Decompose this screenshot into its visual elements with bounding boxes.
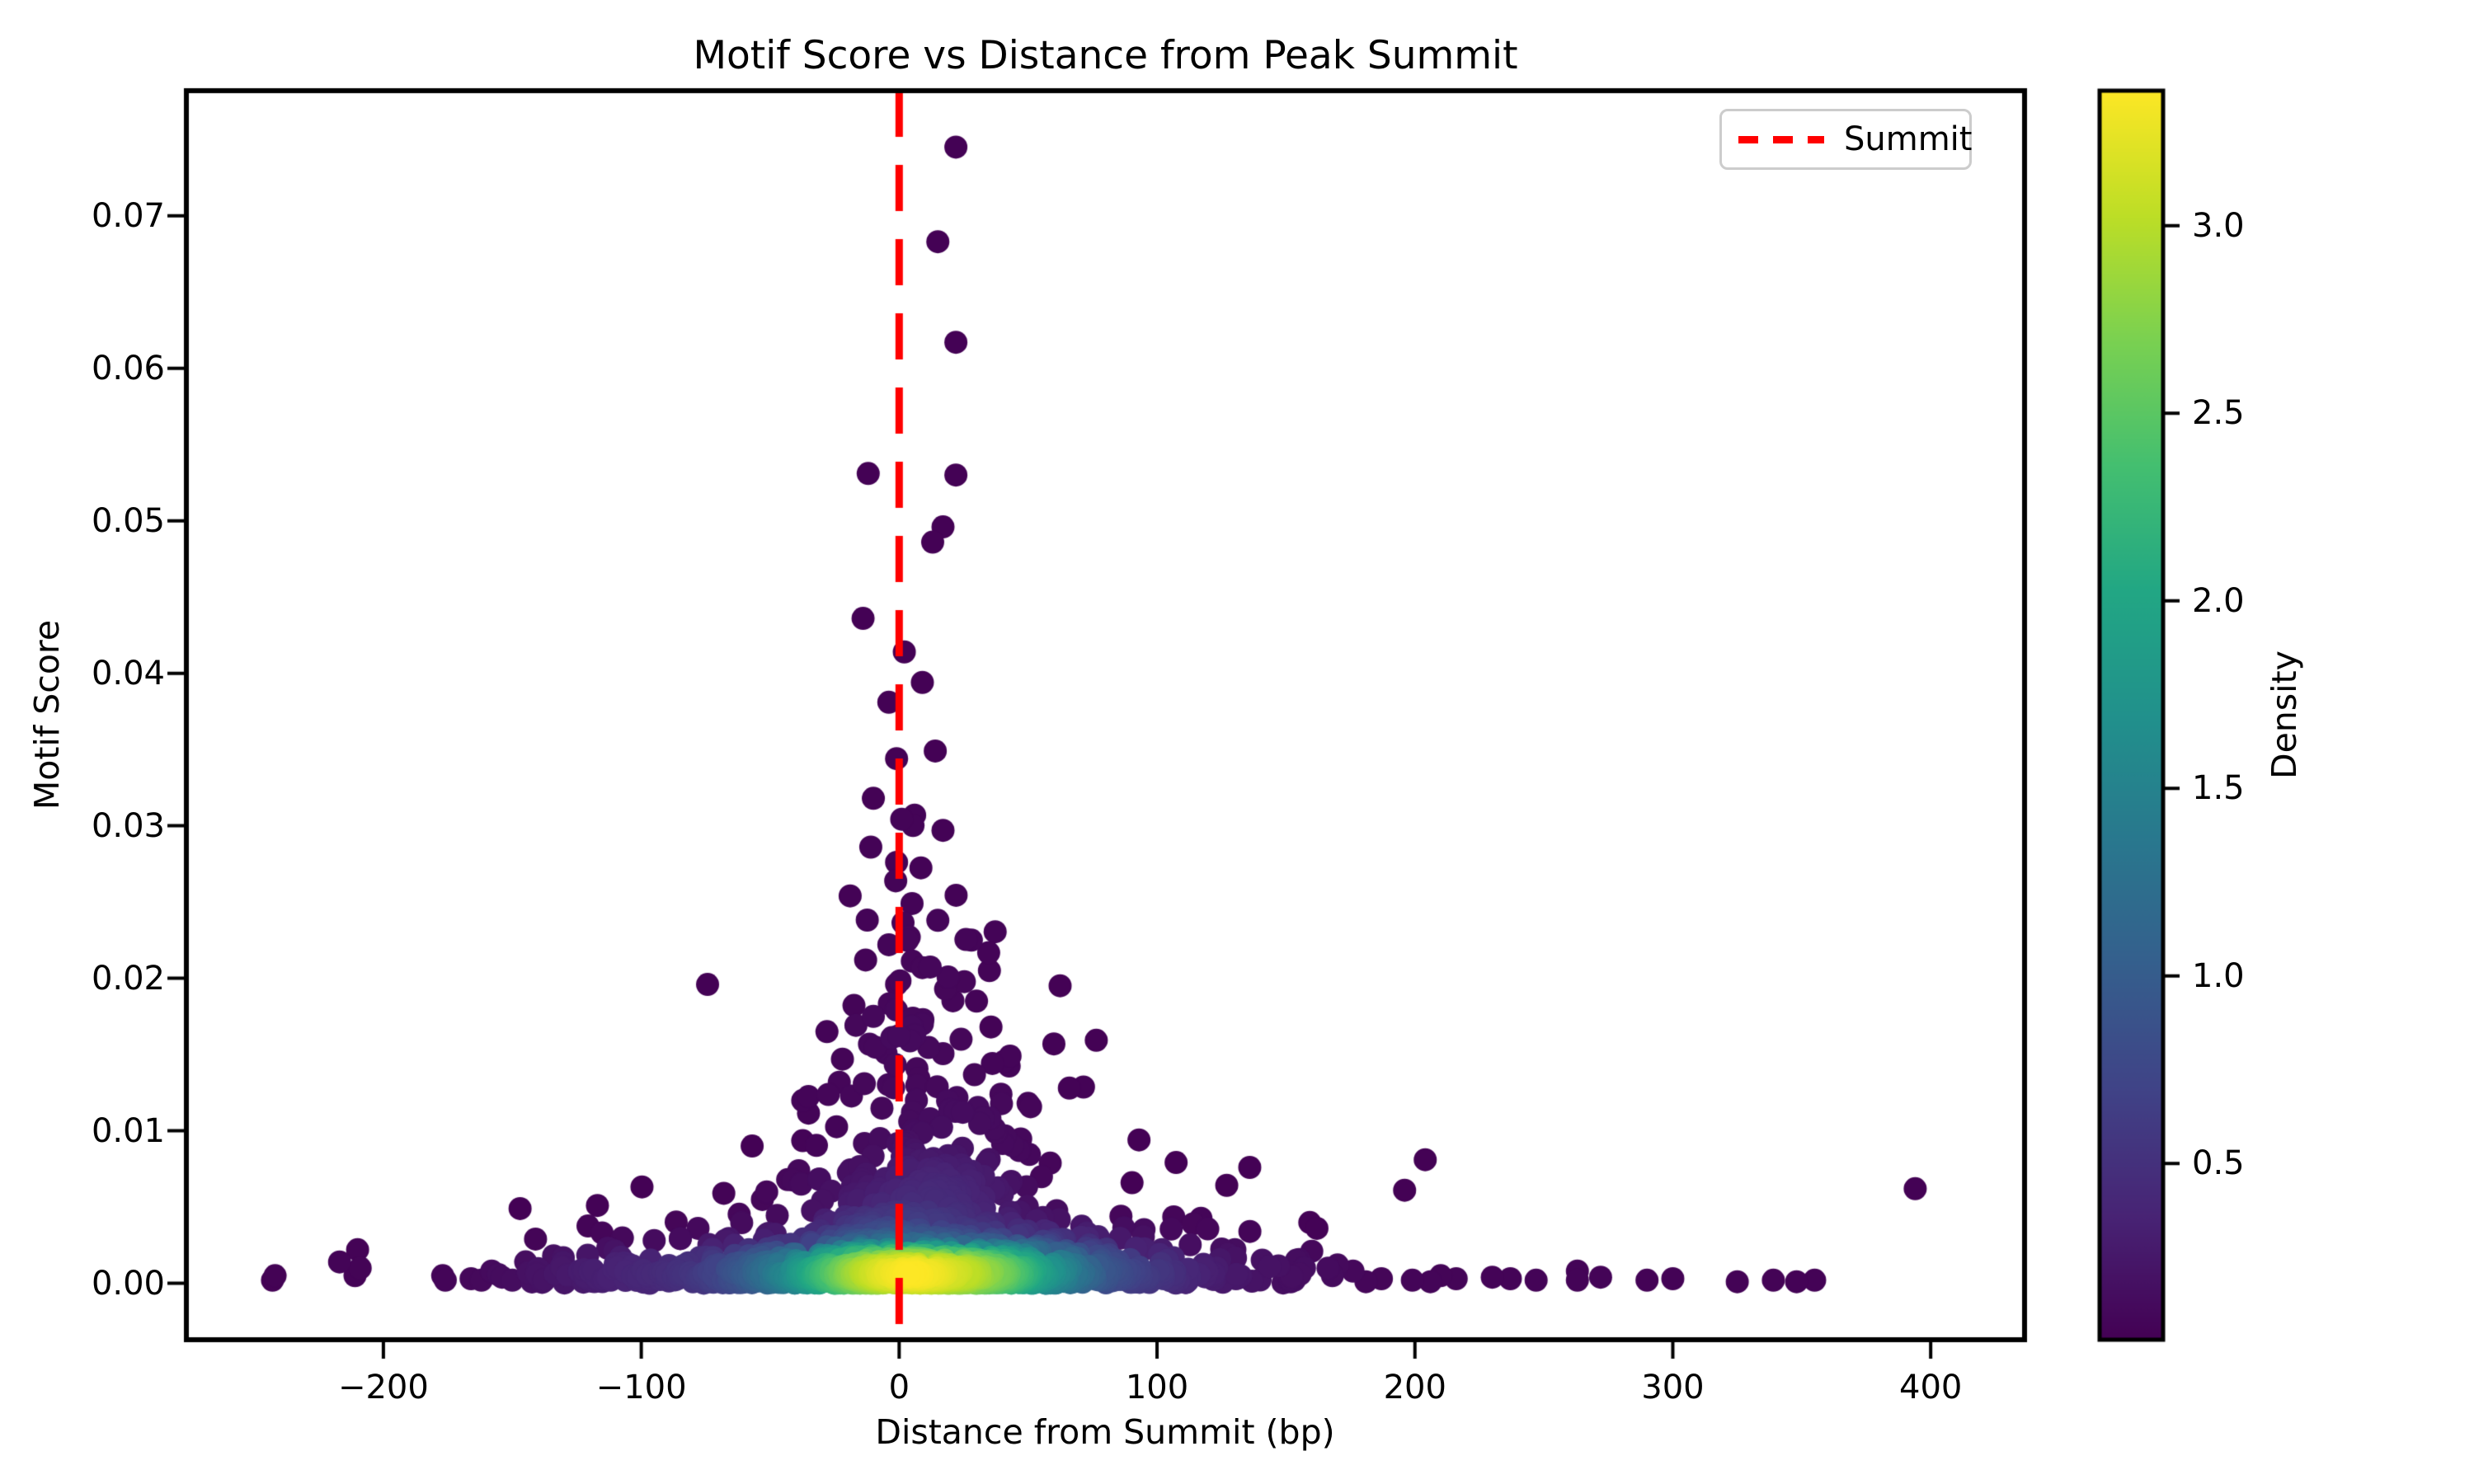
legend-label: Summit	[1844, 120, 1973, 158]
y-tick-label-0.01: 0.01	[91, 1111, 165, 1150]
colorbar-tick-label-0.5: 0.5	[2192, 1144, 2245, 1183]
x-tick-label-0: 0	[888, 1369, 910, 1407]
y-tick-label-0.00: 0.00	[91, 1264, 165, 1303]
y-tick-label-0.05: 0.05	[91, 501, 165, 540]
y-axis-label: Motif Score	[27, 619, 67, 810]
y-tick-label-0.03: 0.03	[91, 806, 165, 845]
colorbar-label: Density	[2265, 650, 2304, 779]
x-tick-label-400: 400	[1898, 1369, 1963, 1407]
x-tick-label-300: 300	[1641, 1369, 1705, 1407]
y-tick-label-0.06: 0.06	[91, 349, 165, 387]
colorbar-tick-label-1.0: 1.0	[2192, 956, 2245, 995]
y-tick-label-0.02: 0.02	[91, 959, 165, 998]
y-tick-label-0.04: 0.04	[91, 654, 165, 693]
colorbar-tick-label-2.5: 2.5	[2192, 394, 2245, 433]
x-tick-label-200: 200	[1383, 1369, 1446, 1407]
chart-title: Motif Score vs Distance from Peak Summit	[693, 33, 1518, 78]
colorbar-tick-label-2.0: 2.0	[2192, 581, 2245, 620]
x-tick-label-−100: −100	[595, 1369, 687, 1407]
colorbar-tick-label-1.5: 1.5	[2192, 769, 2245, 808]
legend: Summit	[1719, 109, 1972, 170]
x-tick-label-100: 100	[1125, 1369, 1189, 1407]
summit-dashed-line-icon	[1738, 135, 1824, 143]
y-tick-label-0.07: 0.07	[91, 196, 165, 235]
colorbar-tick-label-3.0: 3.0	[2192, 206, 2245, 245]
x-tick-label-−200: −200	[337, 1369, 429, 1407]
x-axis-label: Distance from Summit (bp)	[875, 1412, 1335, 1452]
